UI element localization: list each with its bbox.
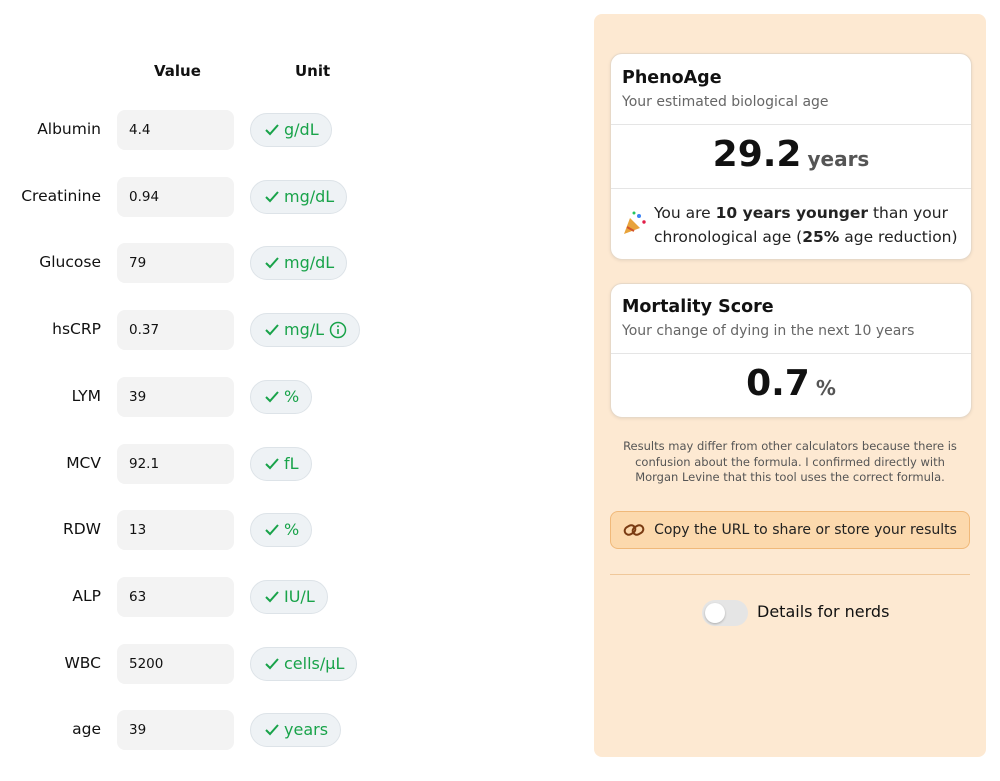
field-label: MCV bbox=[66, 453, 101, 472]
message-part: You are bbox=[654, 204, 716, 222]
unit-pill[interactable]: g/dL bbox=[250, 113, 332, 147]
toggle-switch[interactable] bbox=[702, 600, 748, 626]
value-input[interactable]: 5200 bbox=[117, 643, 234, 684]
divider bbox=[611, 188, 971, 189]
unit-pill[interactable]: years bbox=[250, 713, 342, 748]
disclaimer: Results may differ from other calculator… bbox=[623, 439, 957, 484]
phenoage-unit: years bbox=[807, 147, 870, 171]
field-label: Glucose bbox=[39, 253, 101, 272]
divider bbox=[610, 574, 970, 575]
unit-pill[interactable]: cells/µL bbox=[250, 646, 358, 681]
value-input[interactable]: 63 bbox=[117, 576, 234, 617]
field-label: ALP bbox=[72, 586, 101, 605]
phenoage-value: 29.2 bbox=[712, 134, 802, 175]
card-title: Mortality Score bbox=[622, 297, 774, 317]
column-header: Value bbox=[154, 62, 201, 80]
message-part: 10 years younger bbox=[715, 204, 869, 222]
unit-pill[interactable]: % bbox=[250, 379, 313, 414]
value-input[interactable]: 92.1 bbox=[117, 443, 234, 484]
result-value: 29.2 years bbox=[611, 134, 971, 175]
check-icon bbox=[265, 324, 279, 336]
value-input[interactable]: 13 bbox=[117, 510, 234, 551]
value-input[interactable]: 39 bbox=[117, 710, 234, 751]
card-subtitle: Your estimated biological age bbox=[622, 94, 829, 110]
unit-label: IU/L bbox=[284, 586, 315, 606]
unit-label: cells/µL bbox=[284, 653, 345, 673]
unit-pill[interactable]: mg/dL bbox=[250, 179, 348, 214]
field-label: Creatinine bbox=[21, 186, 101, 205]
check-icon bbox=[265, 657, 279, 670]
unit-label: % bbox=[284, 520, 300, 540]
field-label: Albumin bbox=[37, 120, 101, 138]
mortality-unit: % bbox=[815, 376, 836, 400]
result-value: 0.7% bbox=[611, 363, 971, 404]
unit-label: years bbox=[284, 720, 329, 740]
check-icon bbox=[265, 591, 279, 603]
message-part: age reduction) bbox=[839, 228, 958, 246]
value-input[interactable]: 39 bbox=[117, 376, 234, 417]
unit-label: mg/dL bbox=[284, 253, 335, 273]
field-label: LYM bbox=[71, 386, 101, 405]
field-label: WBC bbox=[64, 653, 101, 672]
check-icon bbox=[265, 257, 279, 269]
mortality-value: 0.7 bbox=[746, 363, 810, 404]
message-part: than your chronological age ( bbox=[654, 204, 948, 246]
mortality-card: Mortality Score Your change of dying in … bbox=[610, 283, 972, 418]
divider bbox=[611, 124, 971, 125]
phenoage-card: PhenoAge Your estimated biological age 2… bbox=[610, 53, 972, 260]
card-title: PhenoAge bbox=[622, 68, 722, 88]
field-label: age bbox=[72, 720, 101, 739]
unit-pill[interactable]: IU/L bbox=[250, 579, 328, 614]
field-label: RDW bbox=[62, 520, 101, 539]
party-icon bbox=[624, 211, 646, 234]
unit-label: % bbox=[284, 386, 300, 406]
copy-url-button[interactable]: Copy the URL to share or store your resu… bbox=[610, 511, 970, 549]
unit-pill[interactable]: mg/dL bbox=[250, 246, 348, 281]
value-input[interactable]: 0.94 bbox=[117, 176, 234, 217]
unit-pill[interactable]: mg/L bbox=[250, 313, 361, 348]
toggle-label: Details for nerds bbox=[757, 602, 890, 621]
value-input[interactable]: 4.4 bbox=[117, 110, 234, 150]
unit-label: fL bbox=[284, 453, 299, 473]
check-icon bbox=[265, 724, 279, 736]
check-icon bbox=[265, 191, 279, 203]
message-part: 25% bbox=[802, 228, 840, 246]
unit-label: g/dL bbox=[284, 120, 319, 139]
column-header: Unit bbox=[295, 62, 331, 80]
unit-pill[interactable]: fL bbox=[250, 446, 312, 481]
divider bbox=[611, 353, 971, 354]
link-icon bbox=[623, 524, 645, 536]
check-icon bbox=[265, 391, 279, 403]
unit-label: mg/L bbox=[284, 320, 325, 340]
toggle-knob bbox=[705, 603, 725, 623]
button-label: Copy the URL to share or store your resu… bbox=[654, 522, 957, 538]
card-subtitle: Your change of dying in the next 10 year… bbox=[622, 323, 915, 339]
value-input[interactable]: 79 bbox=[117, 243, 234, 284]
age-message: You are 10 years younger than your chron… bbox=[654, 201, 959, 249]
check-icon bbox=[265, 124, 279, 136]
field-label: hsCRP bbox=[52, 320, 101, 339]
check-icon bbox=[265, 457, 279, 469]
unit-label: mg/dL bbox=[284, 186, 335, 206]
info-icon bbox=[329, 321, 347, 339]
unit-pill[interactable]: % bbox=[250, 513, 313, 548]
value-input[interactable]: 0.37 bbox=[117, 310, 234, 351]
check-icon bbox=[265, 524, 279, 536]
